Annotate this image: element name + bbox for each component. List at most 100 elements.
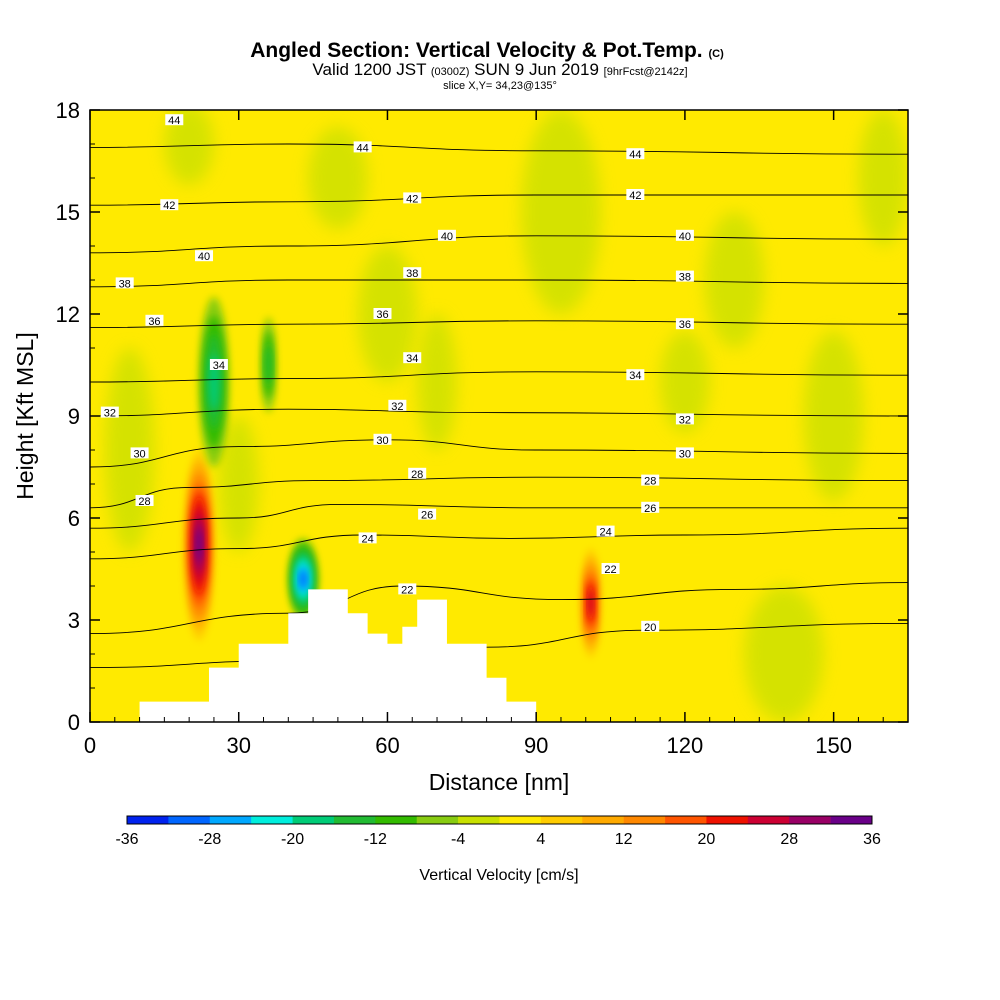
y-tick-label: 15	[56, 200, 80, 225]
contour-label-32: 32	[100, 406, 119, 420]
x-tick-label: 0	[84, 733, 96, 758]
svg-text:30: 30	[133, 448, 145, 460]
contour-label-44: 44	[353, 141, 372, 154]
contour-label-36: 36	[373, 308, 392, 321]
svg-text:32: 32	[104, 408, 116, 420]
contour-label-28: 28	[641, 474, 660, 488]
svg-text:32: 32	[679, 414, 691, 426]
contour-label-32: 32	[675, 413, 694, 426]
contour-label-42: 42	[626, 189, 645, 202]
contour-label-22: 22	[601, 563, 620, 576]
colorbar-tick-label: -36	[115, 831, 138, 848]
field-patch	[704, 212, 765, 348]
field-patch	[660, 331, 710, 433]
contour-32	[90, 408, 908, 417]
svg-text:28: 28	[644, 476, 656, 488]
contour-label-42: 42	[160, 199, 179, 212]
field-patch	[308, 127, 368, 229]
colorbar-swatch	[789, 816, 831, 824]
y-tick-label: 3	[68, 608, 80, 633]
contour-36	[90, 320, 908, 329]
colorbar-swatch	[458, 816, 500, 824]
colorbar-tick-label: 12	[615, 831, 633, 848]
chart-slice-info: slice X,Y= 34,23@135°	[443, 80, 557, 92]
colorbar-swatch	[127, 816, 169, 824]
contour-26	[90, 503, 908, 529]
contour-24	[90, 527, 908, 560]
svg-text:34: 34	[213, 360, 225, 372]
y-tick-label: 6	[68, 506, 80, 531]
x-axis-label: Distance [nm]	[429, 769, 570, 795]
svg-text:40: 40	[198, 251, 210, 263]
contour-label-30: 30	[373, 433, 392, 447]
y-tick-label: 12	[56, 302, 80, 327]
x-tick-label: 150	[815, 733, 852, 758]
svg-text:26: 26	[421, 510, 433, 522]
colorbar-swatch	[499, 816, 542, 824]
contour-label-34: 34	[209, 359, 228, 372]
svg-text:44: 44	[357, 142, 369, 154]
colorbar-swatch	[251, 816, 293, 824]
x-tick-label: 30	[226, 733, 250, 758]
colorbar-frame	[126, 815, 873, 825]
svg-text:28: 28	[411, 469, 423, 481]
contour-label-38: 38	[403, 267, 422, 280]
region-ring	[588, 590, 594, 616]
svg-text:40: 40	[679, 231, 691, 243]
plot-area: 20 22 22 24 24 26 26 28 28 28 30 30 30 32 32 32 34 34 34 36…	[90, 110, 908, 722]
colorbar-swatch	[665, 816, 707, 824]
contour-22	[90, 582, 908, 635]
x-tick-label: 120	[667, 733, 704, 758]
region-ring	[196, 528, 202, 562]
svg-text:38: 38	[679, 272, 691, 284]
contour-label-38: 38	[675, 270, 694, 284]
contour-28	[90, 476, 908, 509]
contour-label-34: 34	[626, 369, 645, 382]
colorbar-swatch	[623, 816, 666, 824]
svg-text:34: 34	[629, 370, 641, 382]
region-ring	[300, 571, 307, 588]
contour-label-26: 26	[418, 508, 437, 522]
svg-text:30: 30	[376, 435, 388, 447]
contour-label-24: 24	[358, 532, 377, 545]
chart-subtitle: Valid 1200 JST (0300Z) SUN 9 Jun 2019 [9…	[312, 60, 687, 79]
pot-temp-contours	[90, 143, 908, 669]
contour-20	[90, 622, 908, 669]
contour-label-36: 36	[145, 314, 164, 328]
region-downdraft-mid	[261, 317, 276, 413]
region-updraft-west	[184, 450, 214, 641]
svg-text:44: 44	[629, 149, 641, 161]
contour-44	[90, 143, 908, 155]
colorbar-tick-label: 28	[780, 831, 798, 848]
contour-labels: 20 22 22 24 24 26 26 28 28 28 30 30 30 32 32 32 34 34 34 36…	[100, 114, 694, 634]
field-patch	[521, 110, 601, 314]
field-patch	[417, 314, 457, 450]
contour-label-44: 44	[626, 148, 645, 161]
contour-label-34: 34	[403, 352, 422, 365]
colorbar-swatch	[830, 816, 873, 824]
colorbar-swatch	[209, 816, 252, 824]
y-tick-label: 9	[68, 404, 80, 429]
x-axis: 0 30 60 90 120 150	[84, 110, 884, 758]
colorbar-tick-label: -12	[364, 831, 387, 848]
svg-text:26: 26	[644, 503, 656, 515]
field-patch	[858, 110, 908, 246]
colorbar-swatch	[333, 816, 376, 824]
contour-34	[90, 371, 908, 383]
svg-text:24: 24	[361, 533, 373, 545]
contour-label-36: 36	[675, 318, 694, 331]
y-tick-label: 0	[68, 710, 80, 735]
contour-label-32: 32	[388, 399, 407, 413]
colorbar-swatch	[168, 816, 211, 824]
colorbar-tick-label: -4	[451, 831, 465, 848]
contour-label-38: 38	[115, 277, 134, 290]
colorbar-tick-label: -28	[198, 831, 221, 848]
terrain	[90, 589, 908, 722]
contour-label-30: 30	[130, 447, 149, 460]
y-axis-label: Height [Kft MSL]	[12, 332, 38, 499]
colorbar-tick-label: 20	[698, 831, 716, 848]
colorbar: -36 -28 -20 -12 -4 4 12 20 28 36	[115, 815, 881, 848]
colorbar-label: Vertical Velocity [cm/s]	[419, 867, 578, 884]
